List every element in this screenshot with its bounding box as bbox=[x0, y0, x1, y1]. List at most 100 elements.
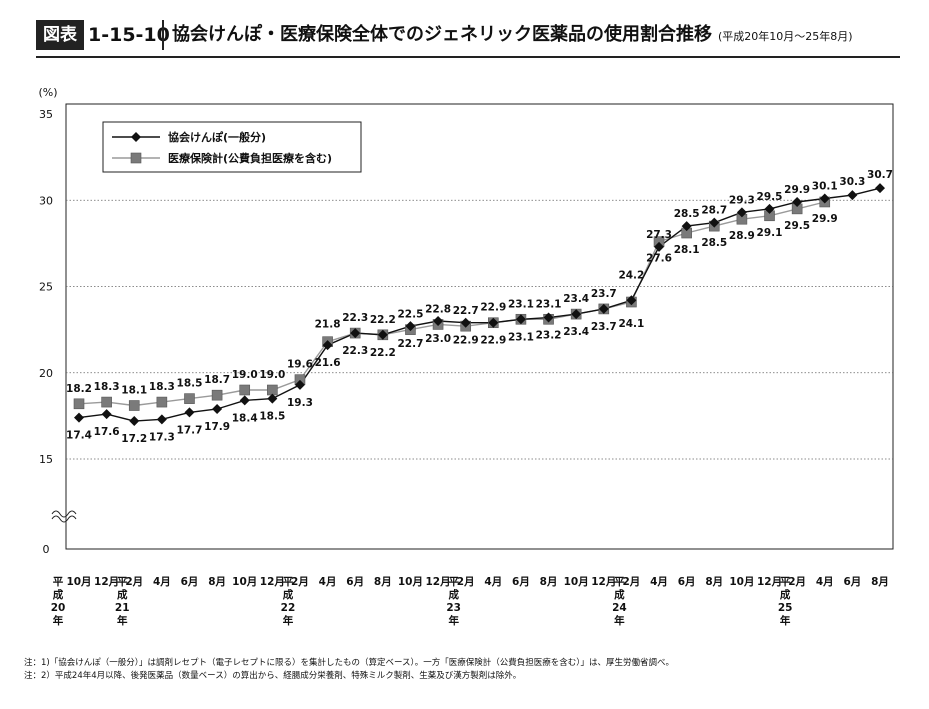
figure-number: 1-15-10 bbox=[88, 24, 170, 46]
data-point-diamond bbox=[433, 316, 444, 326]
data-label-kyoukai-kenpo: 30.3 bbox=[839, 176, 865, 188]
x-tick-label: 12月 bbox=[260, 576, 285, 588]
data-label-kyoukai-kenpo: 28.5 bbox=[674, 208, 700, 220]
x-year-label: 20 bbox=[51, 602, 66, 614]
x-tick-label: 4月 bbox=[650, 576, 668, 588]
data-label-kyoukai-kenpo: 17.9 bbox=[204, 421, 230, 433]
x-tick-label: 10月 bbox=[564, 576, 589, 588]
x-tick-label: 8月 bbox=[540, 576, 558, 588]
data-point-diamond bbox=[571, 309, 582, 320]
x-year-label: 年 bbox=[53, 614, 64, 627]
data-point-diamond bbox=[101, 409, 112, 420]
data-label-kyoukai-kenpo: 22.3 bbox=[342, 345, 368, 357]
x-year-label: 平 bbox=[283, 576, 294, 588]
series-line-kyoukai-kenpo bbox=[78, 187, 881, 422]
data-point-diamond bbox=[267, 393, 278, 404]
data-label-iryou-hoken: 18.2 bbox=[66, 383, 92, 395]
x-year-label: 24 bbox=[612, 602, 627, 614]
legend-box bbox=[102, 121, 362, 173]
data-label-kyoukai-kenpo: 23.7 bbox=[591, 321, 617, 333]
data-point-square bbox=[211, 389, 223, 401]
data-label-kyoukai-kenpo: 24.2 bbox=[618, 269, 644, 281]
data-label-kyoukai-kenpo: 29.5 bbox=[757, 191, 783, 203]
header-rule bbox=[36, 56, 900, 58]
x-year-label: 成 bbox=[117, 588, 128, 601]
x-tick-label: 10月 bbox=[729, 576, 754, 588]
x-tick-label: 4月 bbox=[319, 576, 337, 588]
x-year-label: 25 bbox=[778, 602, 793, 614]
x-tick-label: 2月 bbox=[788, 576, 806, 588]
legend-marker-square bbox=[130, 152, 142, 164]
data-point-diamond bbox=[460, 317, 471, 328]
data-point-diamond bbox=[626, 295, 637, 306]
data-label-kyoukai-kenpo: 27.3 bbox=[646, 229, 672, 241]
x-year-label: 22 bbox=[281, 602, 296, 614]
data-point-square bbox=[239, 384, 251, 396]
x-tick-label: 8月 bbox=[871, 576, 889, 588]
data-point-diamond bbox=[322, 340, 333, 351]
data-label-kyoukai-kenpo: 17.6 bbox=[94, 426, 120, 438]
data-label-iryou-hoken: 28.9 bbox=[729, 230, 755, 242]
footnotes: 注：1)「協会けんぽ（一般分）」は調剤レセプト（電子レセプトに限る）を集計したも… bbox=[24, 657, 674, 683]
x-tick-label: 6月 bbox=[181, 576, 199, 588]
data-label-iryou-hoken: 23.7 bbox=[591, 288, 617, 300]
data-label-iryou-hoken: 28.1 bbox=[674, 244, 700, 256]
data-point-diamond bbox=[239, 395, 250, 406]
x-tick-label: 6月 bbox=[346, 576, 364, 588]
data-point-square bbox=[73, 398, 85, 410]
x-year-label: 成 bbox=[448, 588, 459, 601]
y-tick-label: 30 bbox=[39, 194, 53, 207]
data-label-iryou-hoken: 23.1 bbox=[536, 298, 562, 310]
x-year-label: 平 bbox=[53, 576, 64, 588]
data-point-square bbox=[184, 393, 195, 404]
x-year-label: 年 bbox=[117, 614, 128, 627]
data-label-iryou-hoken: 22.3 bbox=[342, 312, 368, 324]
x-tick-label: 2月 bbox=[457, 576, 475, 588]
x-year-label: 成 bbox=[780, 588, 791, 601]
data-label-iryou-hoken: 29.5 bbox=[784, 220, 810, 232]
x-tick-label: 10月 bbox=[398, 576, 423, 588]
data-point-diamond bbox=[654, 241, 665, 252]
figure-badge: 図表 bbox=[36, 20, 84, 50]
x-tick-label: 2月 bbox=[125, 576, 143, 588]
data-label-iryou-hoken: 27.6 bbox=[646, 253, 672, 265]
data-label-kyoukai-kenpo: 29.9 bbox=[784, 184, 810, 196]
y-tick-label: 20 bbox=[39, 367, 53, 380]
x-tick-label: 12月 bbox=[591, 576, 616, 588]
x-tick-label: 8月 bbox=[705, 576, 723, 588]
data-label-iryou-hoken: 22.2 bbox=[370, 314, 396, 326]
axis-break-symbol bbox=[51, 515, 77, 523]
data-point-diamond bbox=[129, 416, 140, 427]
data-label-iryou-hoken: 19.0 bbox=[259, 369, 285, 381]
x-tick-label: 12月 bbox=[757, 576, 782, 588]
legend-label-kyoukai-kenpo: 協会けんぽ(一般分) bbox=[168, 130, 266, 144]
data-point-diamond bbox=[543, 312, 554, 323]
x-year-label: 年 bbox=[283, 614, 294, 627]
data-label-kyoukai-kenpo: 23.0 bbox=[425, 333, 451, 345]
data-label-iryou-hoken: 18.3 bbox=[94, 381, 120, 393]
data-label-kyoukai-kenpo: 30.7 bbox=[867, 169, 893, 181]
figure-header: 図表 1-15-10 協会けんぽ・医療保険全体でのジェネリック医薬品の使用割合推… bbox=[0, 0, 929, 60]
data-label-kyoukai-kenpo: 30.1 bbox=[812, 181, 838, 193]
data-label-kyoukai-kenpo: 18.5 bbox=[259, 411, 285, 423]
data-label-kyoukai-kenpo: 23.4 bbox=[563, 326, 589, 338]
legend-label-iryou-hoken: 医療保険計(公費負担医療を含む) bbox=[168, 151, 332, 165]
data-label-kyoukai-kenpo: 23.1 bbox=[508, 331, 534, 343]
x-year-label: 年 bbox=[448, 614, 459, 627]
data-label-kyoukai-kenpo: 19.3 bbox=[287, 397, 313, 409]
x-tick-label: 6月 bbox=[678, 576, 696, 588]
data-point-diamond bbox=[294, 379, 305, 390]
y-tick-label: 15 bbox=[39, 453, 53, 466]
data-label-iryou-hoken: 19.6 bbox=[287, 359, 313, 371]
data-point-diamond bbox=[212, 403, 223, 414]
axis-break-symbol bbox=[51, 510, 77, 518]
x-year-label: 平 bbox=[448, 576, 459, 588]
data-point-diamond bbox=[709, 217, 720, 228]
data-label-iryou-hoken: 23.4 bbox=[563, 293, 589, 305]
data-point-square bbox=[156, 396, 168, 408]
x-year-label: 平 bbox=[117, 576, 128, 588]
footnote-1: 注：1)「協会けんぽ（一般分）」は調剤レセプト（電子レセプトに限る）を集計したも… bbox=[24, 658, 675, 668]
x-year-label: 年 bbox=[780, 614, 791, 627]
data-label-kyoukai-kenpo: 17.2 bbox=[121, 433, 147, 445]
